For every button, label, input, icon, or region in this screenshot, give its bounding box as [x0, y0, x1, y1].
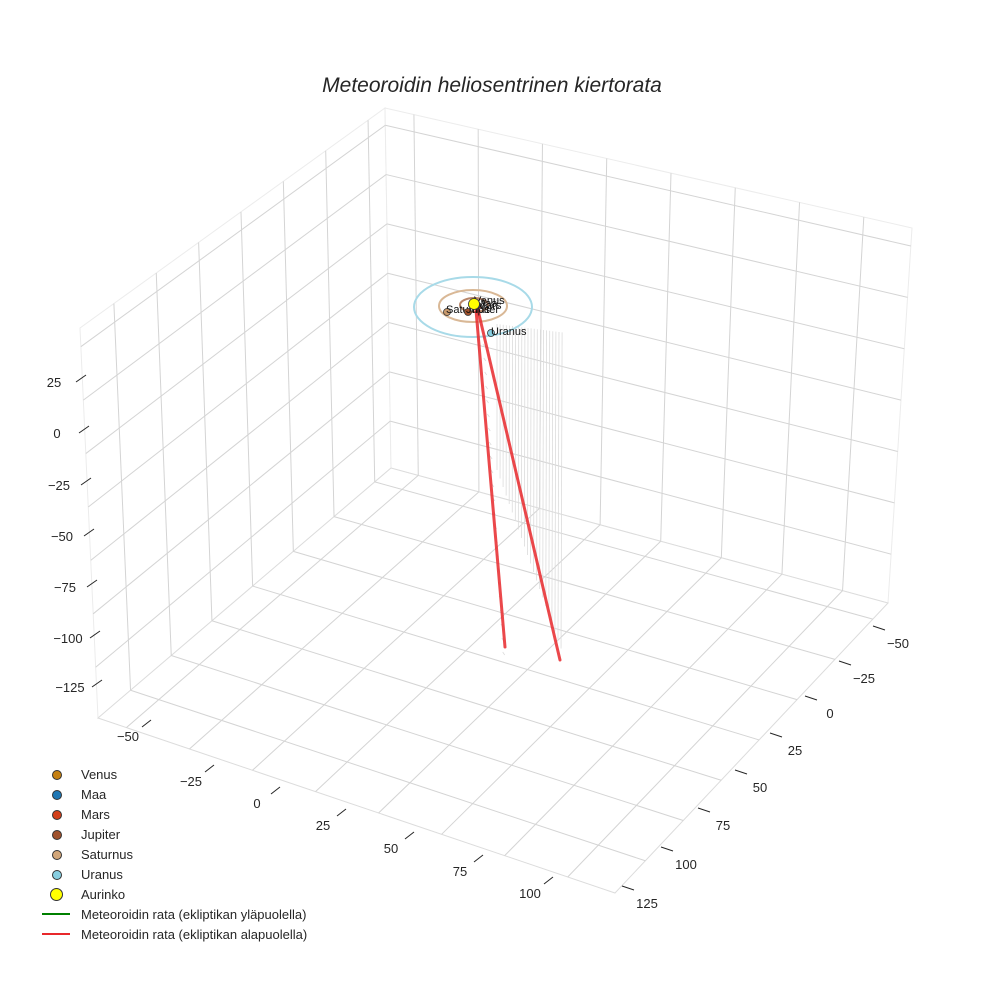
legend-label: Jupiter — [81, 826, 121, 842]
x-axis-tick-label: −25 — [180, 774, 202, 789]
line-swatch-icon — [42, 933, 70, 935]
line-swatch-icon — [42, 913, 70, 915]
legend-label: Maa — [81, 786, 107, 802]
legend-item[interactable]: Jupiter — [36, 824, 307, 844]
x-axis-tick-label: 75 — [453, 864, 467, 879]
legend-label: Mars — [81, 806, 110, 822]
marker-swatch-icon — [52, 870, 62, 880]
legend-item[interactable]: Venus — [36, 764, 307, 784]
legend: Venus Maa Mars Jupiter Saturnus Uranus Aurinko… — [36, 764, 307, 944]
legend-label: Saturnus — [81, 846, 134, 862]
legend-item[interactable]: Saturnus — [36, 844, 307, 864]
legend-item[interactable]: Mars — [36, 804, 307, 824]
planet-marker-saturnus — [443, 308, 451, 316]
z-axis-tick-label: −100 — [53, 631, 82, 646]
y-axis-tick-label: 50 — [753, 780, 767, 795]
y-axis-tick-label: 100 — [675, 857, 697, 872]
chart-title: Meteoroidin heliosentrinen kiertorata — [322, 74, 662, 97]
legend-label: Aurinko — [81, 886, 126, 902]
legend-item[interactable]: Maa — [36, 784, 307, 804]
legend-item[interactable]: Aurinko — [36, 884, 307, 904]
z-axis-tick-label: −125 — [55, 680, 84, 695]
planet-label-uranus: Uranus — [491, 326, 527, 338]
x-axis-tick-label: 100 — [519, 886, 541, 901]
trajectory-drop-lines — [481, 324, 563, 656]
y-axis-tick-label: 0 — [826, 706, 833, 721]
z-axis-tick-label: 25 — [47, 375, 61, 390]
gridlines — [80, 114, 911, 878]
legend-item[interactable]: Uranus — [36, 864, 307, 884]
marker-swatch-icon — [52, 770, 62, 780]
z-axis-tick-label: −25 — [48, 478, 70, 493]
y-axis-tick-label: 25 — [788, 743, 802, 758]
planet-orbits — [413, 276, 533, 338]
x-axis-tick-label: −50 — [117, 729, 139, 744]
planet-label-mars: Mars — [477, 300, 502, 312]
planet-label-venus: Venus — [474, 295, 505, 307]
planet-label-maa: Maa — [476, 298, 498, 310]
z-axis-tick-label: −75 — [54, 580, 76, 595]
axis-tick-labels: 25 0 −25 −50 −75 −100 −125 −50 −25 0 25 50 75 100 −50 −… — [47, 375, 909, 911]
y-axis-tick-label: 125 — [636, 896, 658, 911]
z-axis-tick-label: 0 — [53, 426, 60, 441]
y-axis-tick-label: −50 — [887, 636, 909, 651]
x-axis-tick-label: 0 — [253, 796, 260, 811]
planet-marker-jupiter — [464, 308, 472, 316]
legend-label: Meteoroidin rata (ekliptikan yläpuolella… — [81, 906, 307, 922]
legend-item[interactable]: Meteoroidin rata (ekliptikan yläpuolella… — [36, 904, 307, 924]
legend-item[interactable]: Meteoroidin rata (ekliptikan alapuolella… — [36, 924, 307, 944]
legend-label: Meteoroidin rata (ekliptikan alapuolella… — [81, 926, 308, 942]
legend-label: Venus — [81, 766, 118, 782]
planet-marker-uranus — [487, 329, 495, 337]
planet-markers: SaturnusJupiterMarsMaaVenusUranus — [443, 295, 527, 338]
y-axis-tick-label: 75 — [716, 818, 730, 833]
sun-marker — [468, 298, 480, 310]
marker-swatch-icon — [50, 888, 63, 901]
legend-label: Uranus — [81, 866, 123, 882]
marker-swatch-icon — [52, 810, 62, 820]
marker-swatch-icon — [52, 790, 62, 800]
x-axis-tick-label: 50 — [384, 841, 398, 856]
x-axis-tick-label: 25 — [316, 818, 330, 833]
z-axis-tick-label: −50 — [51, 529, 73, 544]
meteoroid-trajectory — [474, 308, 562, 662]
marker-swatch-icon — [52, 850, 62, 860]
marker-swatch-icon — [52, 830, 62, 840]
y-axis-tick-label: −25 — [853, 671, 875, 686]
axis-ticks — [75, 374, 886, 891]
